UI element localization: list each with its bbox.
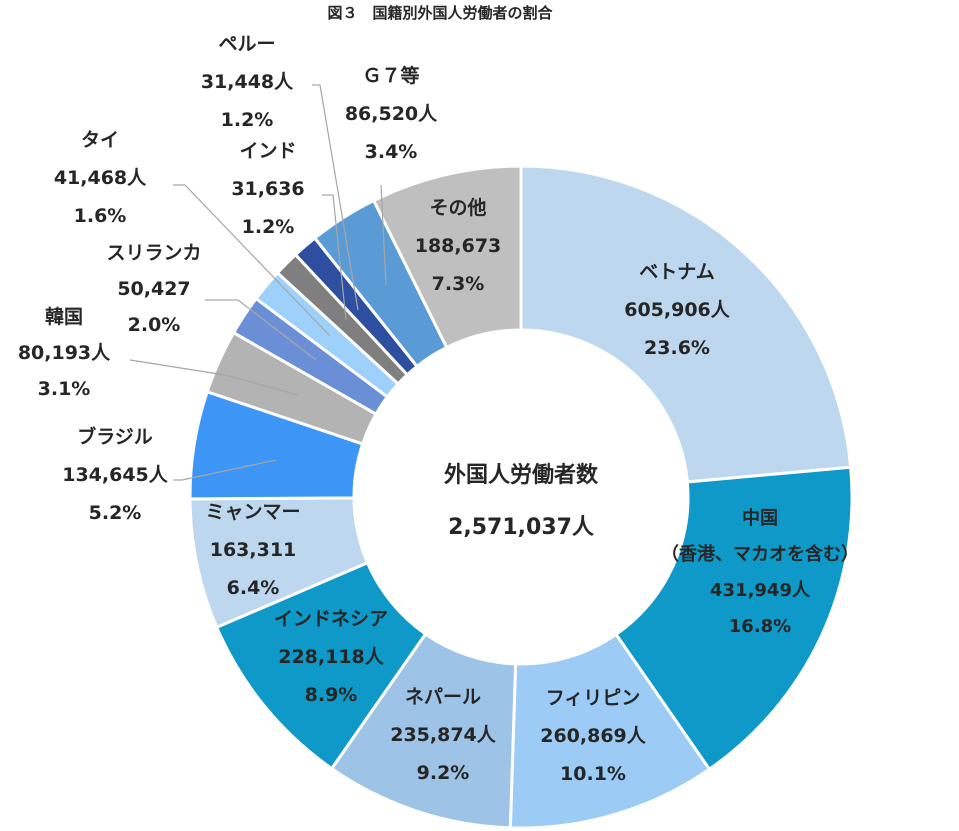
leader-lines xyxy=(129,84,387,481)
slice-label-line: 8.9% xyxy=(305,684,358,706)
slice-label-0: ベトナム 605,906人 23.6% xyxy=(624,261,731,359)
center-label: 外国人労働者数 xyxy=(444,462,599,488)
slice-label-line: 3.1% xyxy=(38,378,91,400)
slice-label-line: 134,645人 xyxy=(62,464,169,486)
leader-line-8 xyxy=(205,299,317,361)
slice-label-line: 260,869人 xyxy=(540,725,647,747)
slice-label-12: Ｇ７等 86,520人 3.4% xyxy=(345,64,438,163)
slice-label-line: 80,193人 xyxy=(18,342,111,364)
slice-0 xyxy=(519,164,853,484)
slice-label-line: 1.6% xyxy=(74,205,127,227)
slice-label-4: インドネシア 228,118人 8.9% xyxy=(274,608,388,706)
slice-label-line: 2.0% xyxy=(128,314,181,336)
slice-label-line: 10.1% xyxy=(560,763,626,785)
slice-label-line: ブラジル xyxy=(77,425,153,448)
chart-title: 図３ 国籍別外国人労働者の割合 xyxy=(327,4,553,22)
leader-line-10 xyxy=(322,194,347,321)
slice-label-line: 9.2% xyxy=(417,762,470,784)
slice-label-line: 235,874人 xyxy=(390,724,497,746)
slice-label-line: 31,636 xyxy=(231,178,304,200)
slice-label-line: ベトナム xyxy=(639,261,714,283)
slice-label-7: 韓国 80,193人 3.1% xyxy=(18,305,111,400)
slice-label-11: ペルー 31,448人 1.2% xyxy=(201,33,294,131)
slice-label-line: 16.8% xyxy=(729,616,791,637)
slice-label-line: ネパール xyxy=(405,686,481,708)
slice-label-line: 163,311 xyxy=(210,539,297,561)
slice-label-line: 86,520人 xyxy=(345,103,438,125)
slice-label-3: ネパール 235,874人 9.2% xyxy=(390,686,497,784)
slice-label-8: スリランカ 50,427 2.0% xyxy=(106,242,201,336)
slice-label-line: 188,673 xyxy=(415,235,502,257)
leader-line-12 xyxy=(380,184,387,286)
slice-label-line: 5.2% xyxy=(89,502,142,524)
slice-label-line: 605,906人 xyxy=(624,299,731,321)
center-total: 2,571,037人 xyxy=(448,515,594,540)
slice-label-line: ミャンマー xyxy=(205,501,300,523)
slice-label-line: 中国 xyxy=(742,507,778,529)
slice-label-line: 431,949人 xyxy=(710,580,811,601)
slice-label-line: 1.2% xyxy=(242,216,295,238)
slice-label-5: ミャンマー 163,311 6.4% xyxy=(205,501,300,599)
leader-line-11 xyxy=(312,84,359,311)
slice-label-line: 31,448人 xyxy=(201,71,294,93)
slice-label-line: 韓国 xyxy=(45,305,83,328)
slice-label-line: その他 xyxy=(429,196,486,219)
slice-label-13: その他 188,673 7.3% xyxy=(415,196,502,295)
donut-slices xyxy=(188,164,854,830)
slice-labels: ベトナム 605,906人 23.6% 中国 （香港、マカオを含む） 431,949人 16… xyxy=(18,33,859,785)
slice-label-2: フィリピン 260,869人 10.1% xyxy=(540,687,647,785)
slice-label-9: タイ 41,468人 1.6% xyxy=(54,129,147,227)
slice-label-line: 50,427 xyxy=(117,278,190,300)
slice-label-line: 228,118人 xyxy=(278,646,385,668)
slice-label-line: （香港、マカオを含む） xyxy=(661,543,859,565)
slice-label-line: ペルー xyxy=(218,33,275,55)
leader-line-6 xyxy=(173,459,277,481)
leader-line-7 xyxy=(129,359,299,396)
slice-label-10: インド 31,636 1.2% xyxy=(231,140,304,238)
slice-label-line: スリランカ xyxy=(106,242,201,264)
slice-label-line: タイ xyxy=(81,129,119,151)
slice-label-6: ブラジル 134,645人 5.2% xyxy=(62,425,169,524)
slice-label-line: 3.4% xyxy=(365,141,418,163)
slice-label-line: インド xyxy=(239,140,296,162)
slice-label-line: フィリピン xyxy=(546,687,641,709)
slice-13 xyxy=(371,164,523,350)
slice-label-line: 23.6% xyxy=(644,337,710,359)
slice-label-line: 6.4% xyxy=(227,577,280,599)
slice-label-line: 41,468人 xyxy=(54,167,147,189)
slice-label-line: 1.2% xyxy=(221,109,274,131)
slice-1 xyxy=(613,465,854,772)
leader-line-9 xyxy=(173,184,331,337)
slice-label-line: インドネシア xyxy=(274,608,388,630)
slice-label-line: 7.3% xyxy=(432,273,485,295)
slice-label-1: 中国 （香港、マカオを含む） 431,949人 16.8% xyxy=(661,507,859,637)
slice-label-line: Ｇ７等 xyxy=(362,64,419,87)
